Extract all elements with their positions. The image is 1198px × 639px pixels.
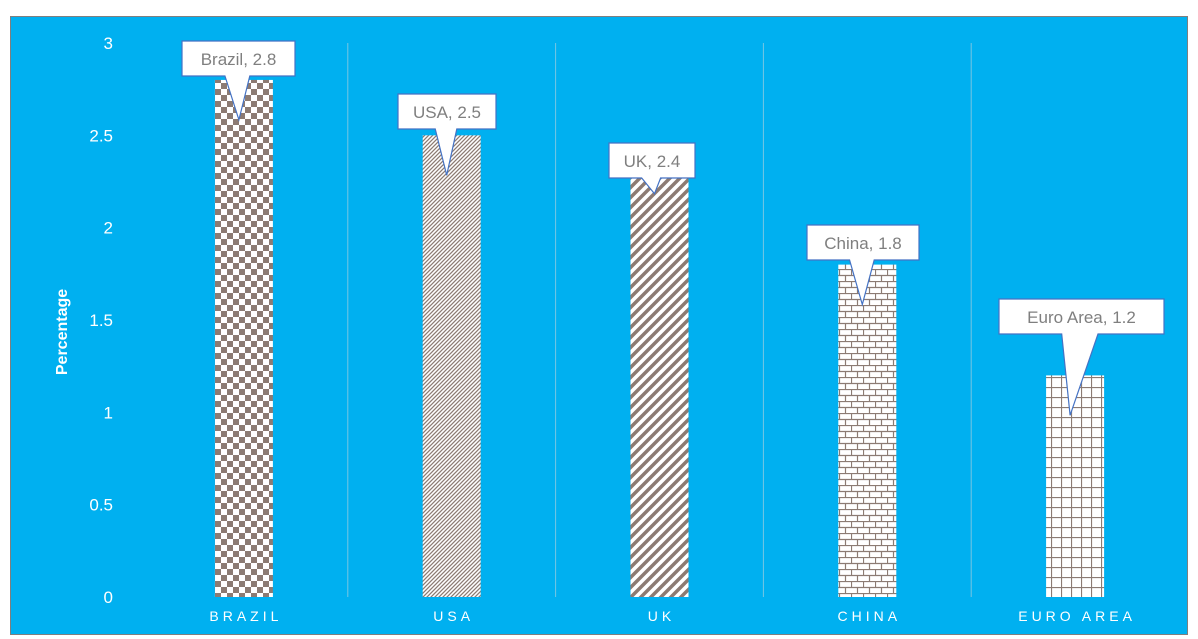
y-tick-label: 0.5 — [89, 496, 113, 515]
y-tick-label: 0 — [104, 588, 113, 607]
y-axis: 0 0.5 1 1.5 2 2.5 3 — [89, 34, 113, 607]
data-label-callout — [608, 142, 696, 195]
y-tick-label: 3 — [104, 34, 113, 53]
bar-brazil — [214, 79, 273, 597]
data-labels: Brazil, 2.8 USA, 2.5 UK, 2.4 China, 1.8 Euro… — [181, 40, 1165, 416]
data-label-callout — [806, 224, 920, 307]
y-tick-label: 2 — [104, 219, 113, 238]
gridlines — [347, 43, 972, 597]
x-tick-label: UK — [648, 608, 675, 624]
data-label-callout — [998, 298, 1165, 416]
bar-china — [838, 264, 897, 597]
data-label: Brazil, 2.8 — [201, 50, 277, 69]
bar-uk — [630, 153, 689, 598]
data-label: USA, 2.5 — [413, 103, 481, 122]
x-axis: BRAZIL USA UK CHINA EURO AREA — [209, 608, 1136, 624]
y-tick-label: 1 — [104, 403, 113, 422]
x-tick-label: EURO AREA — [1018, 608, 1136, 624]
x-tick-label: USA — [433, 608, 474, 624]
data-label-callout — [181, 40, 296, 123]
chart-area: 0 0.5 1 1.5 2 2.5 3 BRAZIL USA UK CHINA EURO AREA … — [10, 16, 1188, 635]
y-tick-label: 1.5 — [89, 311, 113, 330]
x-tick-label: BRAZIL — [209, 608, 282, 624]
x-tick-label: CHINA — [838, 608, 902, 624]
data-label: China, 1.8 — [824, 234, 902, 253]
data-label-callout — [397, 93, 497, 176]
data-label: UK, 2.4 — [624, 152, 681, 171]
bar-chart: 00.511.522.53 BRAZIL USA UK CHINA EURO AREA … — [54, 34, 1165, 624]
data-label: Euro Area, 1.2 — [1027, 308, 1136, 327]
y-tick-label: 2.5 — [89, 126, 113, 145]
bar-euro-area — [1046, 375, 1105, 597]
bar-usa — [422, 135, 481, 597]
y-axis-label: Percentage — [54, 289, 71, 375]
bars — [214, 79, 1105, 598]
